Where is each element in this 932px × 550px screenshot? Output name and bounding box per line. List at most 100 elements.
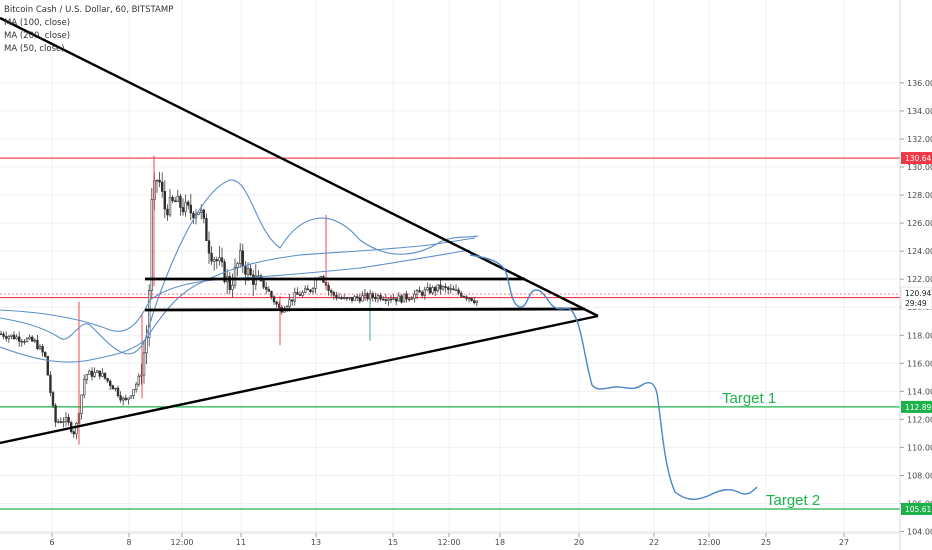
candle (340, 295, 343, 300)
candle (231, 273, 234, 298)
candle (93, 367, 96, 378)
target-label-1: Target 1 (722, 390, 776, 407)
candle (363, 288, 367, 302)
y-tick-label: 114.00 (907, 387, 932, 396)
y-tick-label: 118.00 (907, 331, 932, 340)
candle (109, 379, 112, 391)
y-tick-label: 130.00 (907, 163, 932, 172)
candle (376, 293, 380, 303)
candle (342, 293, 346, 300)
candle (405, 290, 408, 303)
candle (262, 280, 265, 290)
candle (54, 403, 57, 427)
candle (267, 286, 270, 292)
current-price-label: 120.94 (905, 289, 931, 298)
candle (452, 285, 455, 291)
candlestick-series (0, 155, 478, 445)
candle (272, 295, 276, 305)
y-tick-label: 124.00 (907, 247, 932, 256)
candle (150, 188, 153, 298)
x-tick-label: 20 (574, 538, 584, 547)
candle (420, 290, 424, 299)
legend-ma-200[interactable]: MA (200, close) (4, 31, 70, 41)
candle (371, 291, 374, 302)
candle (103, 372, 107, 380)
legend-ma-100[interactable]: MA (100, close) (4, 18, 70, 28)
candle (470, 297, 473, 302)
candle (116, 385, 120, 399)
x-tick-label: 12:00 (170, 538, 193, 547)
candle (337, 292, 341, 299)
candle (41, 344, 44, 357)
candle (184, 194, 187, 217)
candle (348, 297, 351, 301)
candle (467, 297, 471, 303)
candle (176, 189, 179, 203)
ma-100-line[interactable] (0, 237, 476, 363)
level-badge: 112.89 (901, 400, 932, 413)
candle (187, 199, 190, 210)
candle (80, 394, 83, 420)
candle (426, 282, 429, 292)
y-tick-label: 128.00 (907, 191, 932, 200)
candle (311, 286, 315, 295)
candle (387, 297, 390, 306)
candle (161, 172, 164, 198)
x-tick-label: 11 (236, 538, 246, 547)
candle (345, 297, 348, 301)
candle (472, 297, 476, 305)
candle (397, 292, 400, 302)
candle (366, 291, 369, 302)
support-line-lower[interactable] (144, 307, 586, 312)
y-tick-label: 132.00 (907, 135, 932, 144)
y-tick-label: 104.00 (907, 528, 932, 537)
projection-line[interactable] (469, 254, 758, 500)
candle (122, 396, 125, 406)
candle (309, 289, 312, 294)
candle (163, 180, 166, 219)
candle (25, 337, 29, 343)
candle (400, 294, 403, 304)
candle (335, 291, 338, 301)
time-axis[interactable]: 6 8 12:00 11 13 15 12:00 18 20 22 12:00 25 27 (49, 533, 849, 547)
candle (30, 335, 34, 343)
candle (192, 210, 195, 225)
legend-ma-50[interactable]: MA (50, close) (4, 44, 65, 54)
candle (275, 300, 278, 308)
x-tick-label: 27 (839, 538, 849, 547)
lower-trendline[interactable] (0, 314, 599, 445)
candle (431, 285, 434, 296)
moving-averages (0, 179, 479, 363)
candle (233, 258, 237, 289)
candle (88, 369, 91, 375)
level-badge-label: 105.61 (905, 505, 931, 514)
ma-50-line[interactable] (0, 179, 479, 355)
candle (457, 287, 460, 296)
candle (418, 286, 421, 293)
candle (137, 373, 140, 387)
candle (423, 286, 426, 300)
x-tick-label: 25 (761, 538, 771, 547)
x-tick-label: 8 (126, 538, 131, 547)
level-badge: 130.64 (901, 152, 932, 165)
candle (389, 294, 393, 304)
level-badge-label: 112.89 (905, 403, 931, 412)
candle (202, 208, 205, 224)
y-tick-label: 116.00 (907, 359, 932, 368)
candle (132, 389, 135, 400)
candle (353, 294, 356, 301)
candle (85, 373, 89, 385)
candle (83, 374, 86, 399)
candle (168, 189, 172, 217)
candle (5, 331, 8, 342)
candle (142, 341, 146, 384)
ma-200-line[interactable] (0, 249, 471, 332)
candle (303, 285, 307, 293)
candle (439, 280, 442, 295)
candle (384, 293, 387, 305)
candle (428, 283, 432, 295)
upper-trendline[interactable] (0, 16, 599, 318)
candle (124, 394, 128, 402)
